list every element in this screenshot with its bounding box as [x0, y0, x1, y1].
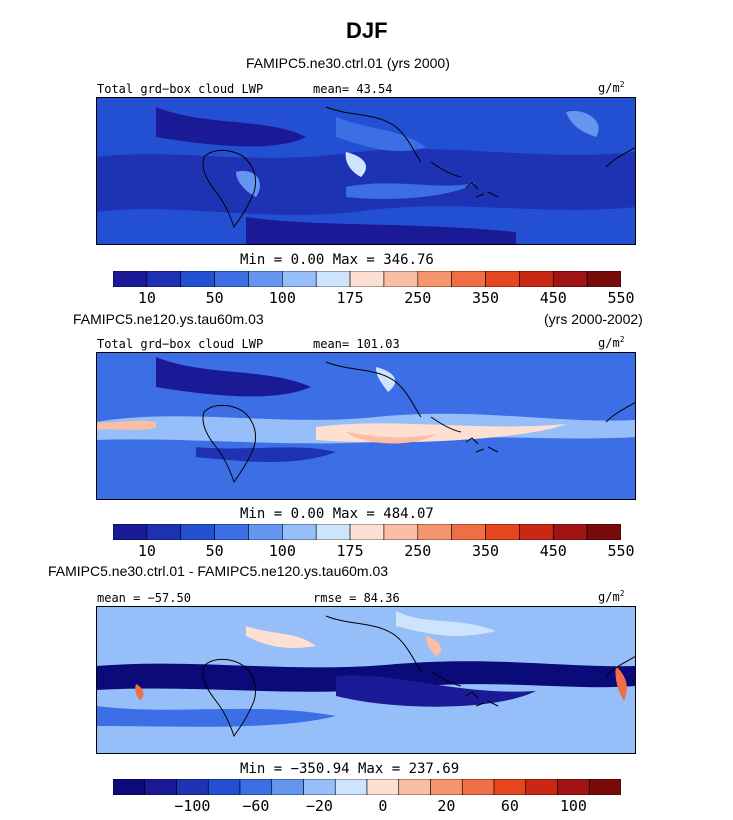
colorbar-box — [557, 779, 590, 795]
colorbar-tick-label: 20 — [437, 797, 456, 815]
panel2-unit: g/m2 — [598, 335, 625, 350]
colorbar-box — [315, 271, 351, 287]
colorbar-box — [451, 524, 486, 540]
panel2-field-name: Total grd−box cloud LWP — [97, 337, 264, 351]
colorbar-box — [176, 779, 209, 795]
colorbar-box — [248, 524, 283, 540]
colorbar-tick-label: 250 — [404, 289, 432, 307]
panel2-mean: mean= 101.03 — [313, 337, 400, 351]
colorbar-box — [271, 779, 304, 795]
colorbar-tick-label: 100 — [268, 542, 296, 560]
colorbar-box — [144, 779, 177, 795]
panel1-mean: mean= 43.54 — [313, 82, 393, 96]
panel2-colorbar — [113, 524, 621, 540]
colorbar-tick-label: 50 — [205, 542, 224, 560]
colorbar-box — [485, 271, 520, 287]
panel2-case-title: FAMIPC5.ne120.ys.tau60m.03 — [73, 311, 264, 327]
colorbar-tick-label: 50 — [205, 289, 224, 307]
panel1-unit: g/m2 — [598, 80, 625, 95]
colorbar-box — [430, 779, 463, 795]
panel1-colorbar — [113, 271, 621, 287]
colorbar-tick-label: 250 — [404, 542, 432, 560]
colorbar-box — [493, 779, 527, 795]
colorbar-box — [552, 524, 588, 540]
colorbar-box — [334, 779, 368, 795]
colorbar-box — [588, 779, 621, 795]
colorbar-box — [180, 524, 215, 540]
colorbar-box — [383, 524, 419, 540]
colorbar-tick-label: 10 — [137, 289, 156, 307]
colorbar-tick-label: −20 — [305, 797, 333, 815]
panel1-minmax: Min = 0.00 Max = 346.76 — [240, 252, 434, 268]
colorbar-tick-label: 350 — [471, 542, 500, 560]
colorbar-tick-label: 10 — [137, 542, 156, 560]
colorbar-box — [525, 779, 558, 795]
colorbar-tick-label: 450 — [539, 289, 567, 307]
panel3-colorbar — [113, 779, 621, 795]
colorbar-box — [552, 271, 588, 287]
colorbar-box — [349, 524, 385, 540]
colorbar-box — [586, 271, 621, 287]
panel3-rmse: rmse = 84.36 — [313, 591, 400, 605]
colorbar-box — [451, 271, 486, 287]
colorbar-box — [417, 524, 452, 540]
panel3-unit: g/m2 — [598, 589, 625, 604]
colorbar-tick-label: 350 — [471, 289, 500, 307]
colorbar-box — [586, 524, 621, 540]
colorbar-tick-label: 100 — [559, 797, 587, 815]
colorbar-box — [349, 271, 385, 287]
colorbar-box — [519, 524, 554, 540]
colorbar-box — [282, 271, 317, 287]
colorbar-box — [315, 524, 351, 540]
colorbar-tick-label: 450 — [539, 542, 567, 560]
colorbar-box — [113, 271, 148, 287]
panel3-minmax: Min = −350.94 Max = 237.69 — [240, 761, 460, 777]
panel2-minmax: Min = 0.00 Max = 484.07 — [240, 506, 434, 522]
colorbar-box — [214, 271, 249, 287]
colorbar-tick-label: 0 — [378, 797, 388, 815]
colorbar-box — [207, 779, 241, 795]
colorbar-tick-label: −60 — [242, 797, 270, 815]
panel3-map — [96, 606, 636, 754]
colorbar-box — [146, 271, 182, 287]
colorbar-tick-label: 550 — [607, 542, 635, 560]
colorbar-box — [113, 779, 146, 795]
panel1-field-name: Total grd−box cloud LWP — [97, 82, 264, 96]
colorbar-box — [239, 779, 273, 795]
colorbar-box — [146, 524, 182, 540]
colorbar-tick-label: −100 — [174, 797, 211, 815]
colorbar-tick-label: 550 — [607, 289, 635, 307]
panel2-years: (yrs 2000-2002) — [544, 311, 643, 327]
colorbar-box — [417, 271, 452, 287]
colorbar-tick-label: 60 — [500, 797, 519, 815]
panel1-case-title: FAMIPC5.ne30.ctrl.01 (yrs 2000) — [246, 55, 450, 71]
colorbar-tick-label: 175 — [336, 289, 364, 307]
colorbar-box — [461, 779, 495, 795]
panel1-map — [96, 97, 636, 245]
colorbar-box — [214, 524, 249, 540]
colorbar-box — [248, 271, 283, 287]
panel3-mean: mean = −57.50 — [97, 591, 191, 605]
colorbar-box — [180, 271, 215, 287]
colorbar-box — [383, 271, 419, 287]
colorbar-box — [113, 524, 148, 540]
colorbar-box — [366, 779, 400, 795]
colorbar-box — [398, 779, 431, 795]
panel2-map — [96, 352, 636, 500]
colorbar-box — [303, 779, 336, 795]
colorbar-box — [519, 271, 554, 287]
colorbar-tick-label: 100 — [268, 289, 296, 307]
colorbar-box — [282, 524, 317, 540]
figure-title: DJF — [346, 18, 388, 43]
panel3-case-title: FAMIPC5.ne30.ctrl.01 - FAMIPC5.ne120.ys.… — [48, 563, 389, 579]
colorbar-tick-label: 175 — [336, 542, 364, 560]
colorbar-box — [485, 524, 520, 540]
